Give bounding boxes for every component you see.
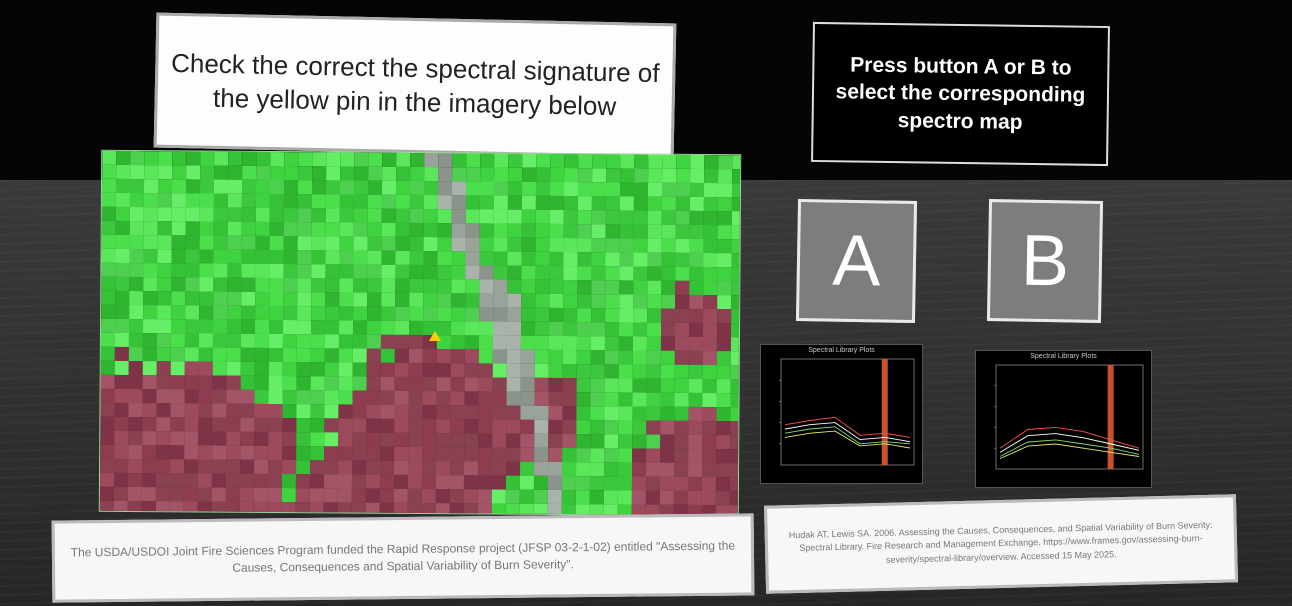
spectral-plot-a-title: Spectral Library Plots (808, 347, 875, 354)
spectral-plot-a-graphic (779, 358, 915, 466)
yellow-pin-icon (429, 331, 441, 341)
select-b-button[interactable]: B (986, 199, 1104, 323)
satellite-imagery (98, 149, 742, 517)
select-a-label: A (831, 220, 882, 302)
spectral-plot-a: Spectral Library Plots (760, 344, 923, 484)
instruction-text: Check the correct the spectral signature… (170, 47, 660, 121)
press-instruction-panel: Press button A or B to select the corres… (811, 21, 1110, 167)
select-a-button[interactable]: A (795, 198, 918, 324)
spectral-plot-b: Spectral Library Plots (975, 350, 1152, 488)
citation-left: The USDA/USDOI Joint Fire Sciences Progr… (51, 513, 755, 603)
press-instruction-text: Press button A or B to select the corres… (835, 53, 1086, 134)
spectral-plot-b-graphic (994, 364, 1144, 470)
citation-left-text: The USDA/USDOI Joint Fire Sciences Progr… (70, 538, 736, 575)
instruction-panel: Check the correct the spectral signature… (153, 12, 677, 159)
spectral-plot-b-title: Spectral Library Plots (1030, 353, 1097, 360)
imagery-canvas (99, 150, 741, 516)
citation-right: Hudak AT, Lewis SA. 2006. Assessing the … (763, 494, 1239, 594)
select-b-label: B (1020, 220, 1070, 302)
citation-right-text: Hudak AT, Lewis SA. 2006. Assessing the … (788, 519, 1213, 565)
